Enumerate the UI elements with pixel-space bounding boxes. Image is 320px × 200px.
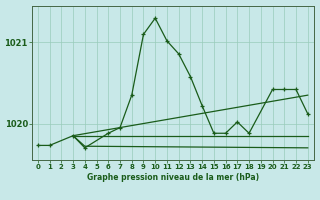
X-axis label: Graphe pression niveau de la mer (hPa): Graphe pression niveau de la mer (hPa)	[87, 173, 259, 182]
